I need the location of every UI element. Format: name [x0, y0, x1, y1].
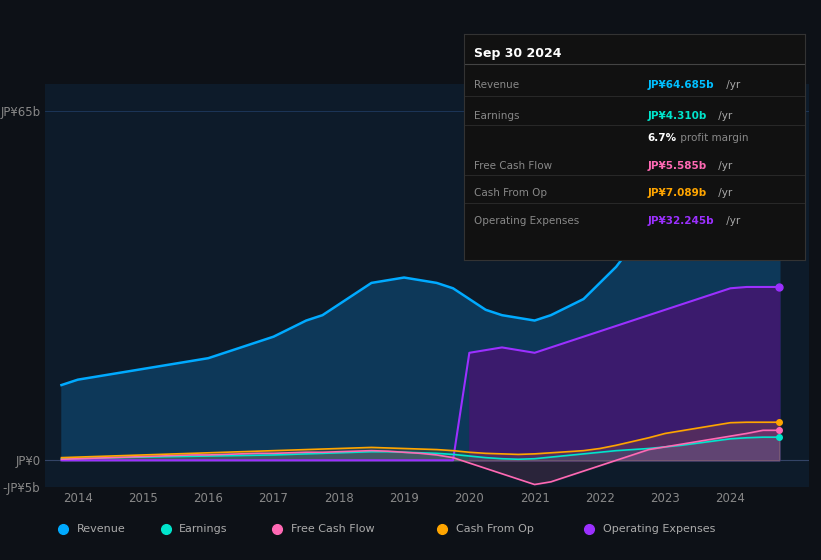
Text: Earnings: Earnings — [474, 111, 520, 121]
Text: Earnings: Earnings — [179, 524, 227, 534]
Text: /yr: /yr — [715, 188, 732, 198]
Text: JP¥7.089b: JP¥7.089b — [648, 188, 707, 198]
Text: Cash From Op: Cash From Op — [456, 524, 534, 534]
Text: Cash From Op: Cash From Op — [474, 188, 547, 198]
Text: Operating Expenses: Operating Expenses — [603, 524, 715, 534]
Text: JP¥4.310b: JP¥4.310b — [648, 111, 707, 121]
Text: Sep 30 2024: Sep 30 2024 — [474, 47, 562, 60]
Text: Operating Expenses: Operating Expenses — [474, 216, 580, 226]
Text: JP¥32.245b: JP¥32.245b — [648, 216, 714, 226]
Text: JP¥5.585b: JP¥5.585b — [648, 161, 707, 171]
Text: Revenue: Revenue — [76, 524, 126, 534]
Text: profit margin: profit margin — [677, 133, 748, 143]
Text: /yr: /yr — [715, 161, 732, 171]
Text: Free Cash Flow: Free Cash Flow — [474, 161, 553, 171]
Text: Free Cash Flow: Free Cash Flow — [291, 524, 374, 534]
Text: 6.7%: 6.7% — [648, 133, 677, 143]
Text: /yr: /yr — [722, 80, 740, 90]
Text: Revenue: Revenue — [474, 80, 519, 90]
Text: /yr: /yr — [722, 216, 740, 226]
Text: /yr: /yr — [715, 111, 732, 121]
Text: JP¥64.685b: JP¥64.685b — [648, 80, 714, 90]
